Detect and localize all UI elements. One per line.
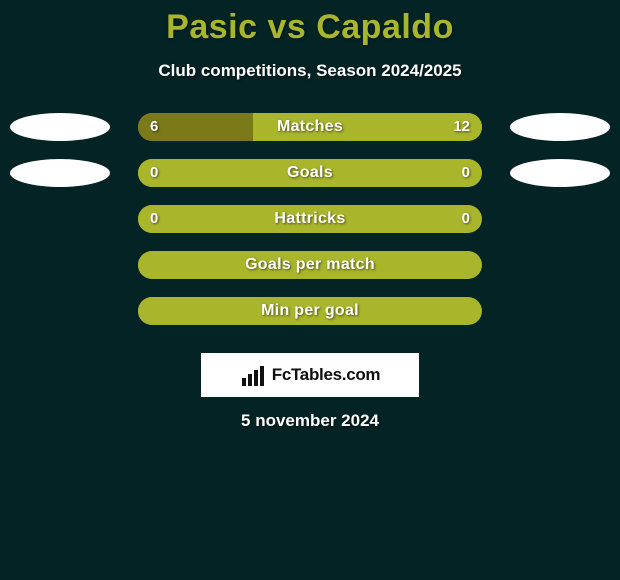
stat-value-right: 0 (462, 159, 470, 187)
stat-row: Hattricks0 0 (0, 205, 620, 251)
logo-text: FcTables.com (272, 365, 381, 385)
stat-row: Matches6 12 (0, 113, 620, 159)
stat-row: Min per goal (0, 297, 620, 343)
stat-label: Min per goal (138, 297, 482, 325)
stat-value-left: 0 (150, 205, 158, 233)
stat-bar: Matches6 12 (138, 113, 482, 141)
player-marker-left (10, 113, 110, 141)
logo-box: FcTables.com (201, 353, 419, 397)
stat-value-right: 0 (462, 205, 470, 233)
stat-value-right: 12 (453, 113, 470, 141)
player-marker-right (510, 159, 610, 187)
page-title: Pasic vs Capaldo (0, 8, 620, 47)
stat-bar: Min per goal (138, 297, 482, 325)
stat-value-left: 0 (150, 159, 158, 187)
stat-label: Hattricks (138, 205, 482, 233)
stat-label: Goals per match (138, 251, 482, 279)
date-text: 5 november 2024 (0, 411, 620, 431)
player-marker-right (510, 113, 610, 141)
comparison-card: Pasic vs Capaldo Club competitions, Seas… (0, 0, 620, 431)
subtitle: Club competitions, Season 2024/2025 (0, 61, 620, 81)
stat-value-left: 6 (150, 113, 158, 141)
bars-icon (240, 364, 270, 386)
stat-bar: Goals per match (138, 251, 482, 279)
stat-rows: Matches612Goals00Hattricks00Goals per ma… (0, 113, 620, 343)
stat-bar: Goals0 0 (138, 159, 482, 187)
player-marker-left (10, 159, 110, 187)
stat-bar: Hattricks0 0 (138, 205, 482, 233)
stat-row: Goals per match (0, 251, 620, 297)
stat-label: Matches (138, 113, 482, 141)
stat-label: Goals (138, 159, 482, 187)
stat-row: Goals0 0 (0, 159, 620, 205)
